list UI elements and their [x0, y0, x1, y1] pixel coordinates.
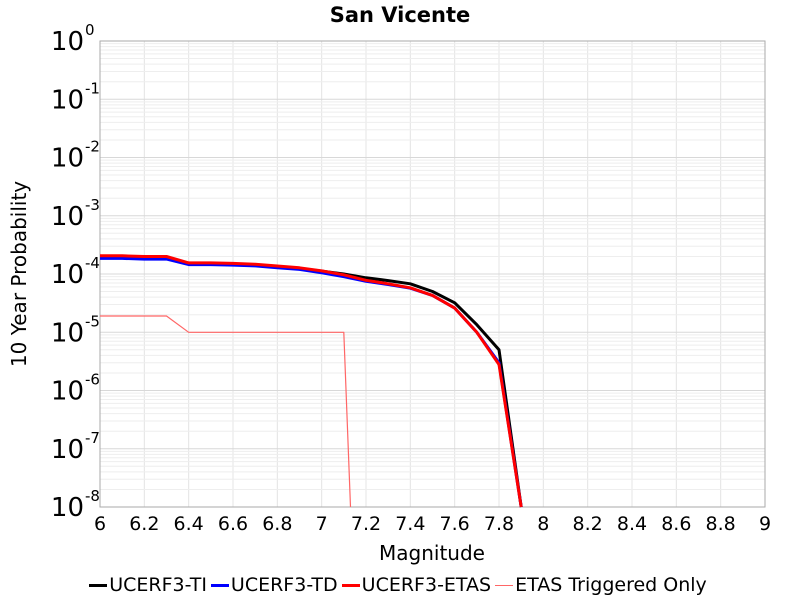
- legend-item: UCERF3-TI: [89, 574, 207, 596]
- x-tick-labels: 6 6.2 6.4 6.6 6.8 7 7.2 7.4 7.6 7.8 8 8.2 8.4 8.6 8.8 9: [94, 513, 771, 535]
- x-tick-label: 8: [537, 513, 549, 535]
- y-tick-exponent: 0: [85, 21, 95, 39]
- y-tick-exponent: -5: [85, 312, 100, 330]
- series-line-etas-triggered-only: [100, 315, 352, 508]
- x-tick-label: 8.8: [706, 513, 736, 535]
- legend-label: ETAS Triggered Only: [515, 574, 707, 596]
- x-tick-label: 6.6: [218, 513, 248, 535]
- x-tick-label: 7.4: [395, 513, 425, 535]
- y-tick-label: 10 -7: [51, 429, 100, 465]
- y-tick-base: 10: [51, 85, 84, 115]
- chart-title: San Vicente: [330, 3, 471, 27]
- x-tick-label: 6.2: [129, 513, 159, 535]
- y-tick-base: 10: [51, 318, 84, 348]
- y-tick-exponent: -7: [85, 429, 100, 447]
- grid: [99, 40, 766, 508]
- legend: UCERF3-TI UCERF3-TD UCERF3-ETAS ETAS Trigge…: [0, 572, 800, 598]
- x-tick-label: 9: [759, 513, 771, 535]
- series-line-ucerf3-ti: [100, 256, 523, 508]
- legend-label: UCERF3-ETAS: [361, 574, 492, 596]
- legend-swatch: [495, 584, 514, 586]
- y-tick-label: 10 -8: [51, 487, 100, 523]
- y-tick-exponent: -3: [85, 196, 100, 214]
- x-tick-label: 8.2: [573, 513, 603, 535]
- series-group: [100, 254, 523, 508]
- y-tick-label: 10 -4: [51, 254, 100, 290]
- y-tick-base: 10: [51, 435, 84, 465]
- x-tick-label: 7: [316, 513, 328, 535]
- y-tick-base: 10: [51, 27, 84, 57]
- y-tick-label: 10 -6: [51, 371, 100, 407]
- y-tick-exponent: -6: [85, 371, 100, 389]
- plot-area: [99, 40, 766, 508]
- y-tick-base: 10: [51, 377, 84, 407]
- x-tick-label: 7.6: [440, 513, 470, 535]
- x-tick-label: 6.8: [262, 513, 292, 535]
- y-tick-base: 10: [51, 493, 84, 523]
- x-tick-label: 7.8: [484, 513, 514, 535]
- x-tick-label: 6.4: [174, 513, 204, 535]
- y-tick-label: 10 -3: [51, 196, 100, 232]
- x-tick-label: 8.4: [617, 513, 647, 535]
- legend-label: UCERF3-TD: [230, 574, 338, 596]
- x-axis-label: Magnitude: [379, 541, 485, 565]
- y-tick-label: 10 -2: [51, 138, 100, 174]
- legend-swatch: [89, 583, 108, 587]
- y-tick-exponent: -4: [85, 254, 100, 272]
- legend-item: UCERF3-ETAS: [341, 574, 492, 596]
- y-tick-exponent: -8: [85, 487, 100, 505]
- y-tick-label: 10 0: [51, 21, 95, 57]
- x-tick-label: 8.6: [661, 513, 691, 535]
- y-tick-label: 10 -1: [51, 79, 100, 115]
- y-tick-base: 10: [51, 144, 84, 174]
- y-tick-base: 10: [51, 260, 84, 290]
- y-tick-base: 10: [51, 202, 84, 232]
- legend-label: UCERF3-TI: [109, 574, 207, 596]
- y-tick-exponent: -2: [85, 138, 100, 156]
- y-tick-label: 10 -5: [51, 312, 100, 348]
- x-tick-label: 7.2: [351, 513, 381, 535]
- legend-swatch: [210, 583, 229, 587]
- x-tick-label: 6: [94, 513, 106, 535]
- series-line-ucerf3-td: [100, 256, 523, 508]
- series-line-ucerf3-etas: [100, 254, 523, 508]
- y-axis-label: 10 Year Probability: [7, 181, 31, 367]
- legend-item: UCERF3-TD: [210, 574, 338, 596]
- y-tick-exponent: -1: [85, 79, 100, 97]
- legend-item: ETAS Triggered Only: [495, 574, 707, 596]
- legend-swatch: [341, 583, 360, 587]
